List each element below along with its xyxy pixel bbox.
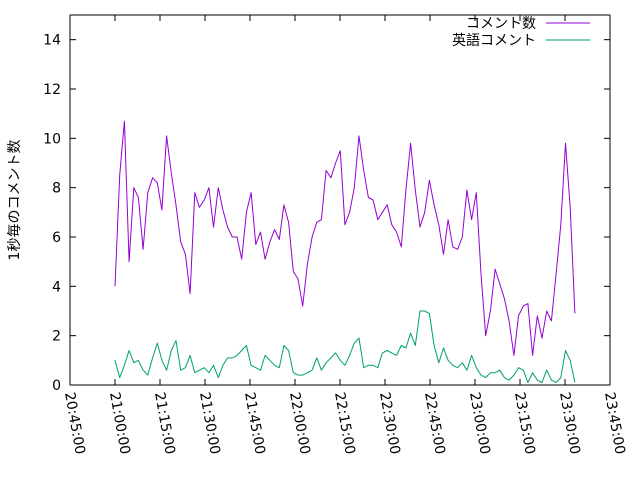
plot-lines: [114, 120, 576, 383]
y-tick-label: 2: [52, 329, 61, 345]
y-axis-label: 1秒毎のコメント数: [7, 140, 23, 261]
series-line-1: [114, 120, 576, 356]
legend-label: コメント数: [466, 16, 536, 32]
series-line-2: [114, 310, 576, 383]
y-tick-label: 10: [43, 131, 61, 147]
y-tick-label: 8: [52, 181, 61, 197]
y-tick-label: 4: [52, 279, 61, 295]
y-tick-label: 0: [52, 378, 61, 394]
y-axis-ticks: 0 2 4 6 8 10 12 14: [43, 33, 610, 394]
y-tick-label: 6: [52, 230, 61, 246]
y-tick-label: 12: [43, 82, 61, 98]
legend-label: 英語コメント: [452, 32, 536, 49]
y-tick-label: 14: [43, 33, 61, 49]
